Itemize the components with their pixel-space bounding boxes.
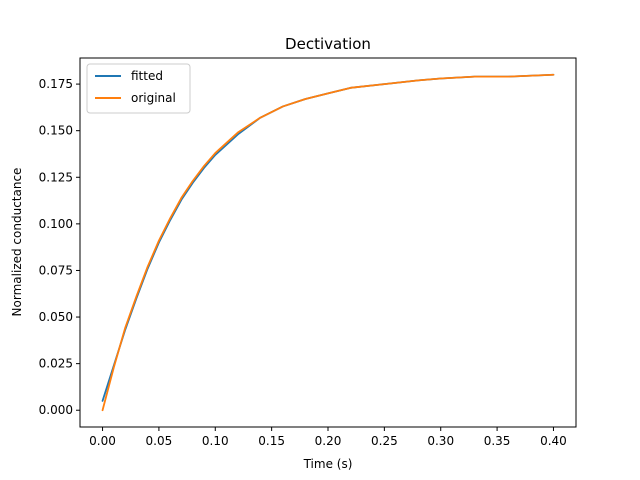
- y-tick-label: 0.000: [39, 403, 73, 417]
- y-tick-label: 0.050: [39, 310, 73, 324]
- x-tick-label: 0.05: [146, 434, 173, 448]
- x-axis-ticks: 0.00 0.05 0.10 0.15 0.20 0.25 0.30 0.35 0.40: [89, 427, 567, 448]
- x-tick-label: 0.15: [258, 434, 285, 448]
- legend-label-original: original: [131, 91, 176, 105]
- x-tick-label: 0.30: [427, 434, 454, 448]
- y-tick-label: 0.100: [39, 217, 73, 231]
- y-tick-label: 0.150: [39, 124, 73, 138]
- x-tick-label: 0.25: [371, 434, 398, 448]
- y-tick-label: 0.175: [39, 77, 73, 91]
- series-layer: [101, 73, 555, 412]
- x-tick-label: 0.40: [540, 434, 567, 448]
- x-tick-label: 0.10: [202, 434, 229, 448]
- x-axis-label: Time (s): [303, 457, 353, 471]
- y-axis-label: Normalized conductance: [10, 168, 24, 317]
- x-tick-label: 0.00: [89, 434, 116, 448]
- x-tick-label: 0.35: [484, 434, 511, 448]
- legend: fitted original: [86, 63, 191, 114]
- x-tick-label: 0.20: [315, 434, 342, 448]
- y-axis-ticks: 0.000 0.025 0.050 0.075 0.100 0.125 0.150 0.175: [39, 77, 80, 417]
- series-line-original: [101, 73, 555, 412]
- y-tick-label: 0.025: [39, 357, 73, 371]
- y-tick-label: 0.075: [39, 263, 73, 277]
- legend-label-fitted: fitted: [131, 69, 163, 83]
- chart-title: Dectivation: [285, 35, 371, 53]
- y-tick-label: 0.125: [39, 170, 73, 184]
